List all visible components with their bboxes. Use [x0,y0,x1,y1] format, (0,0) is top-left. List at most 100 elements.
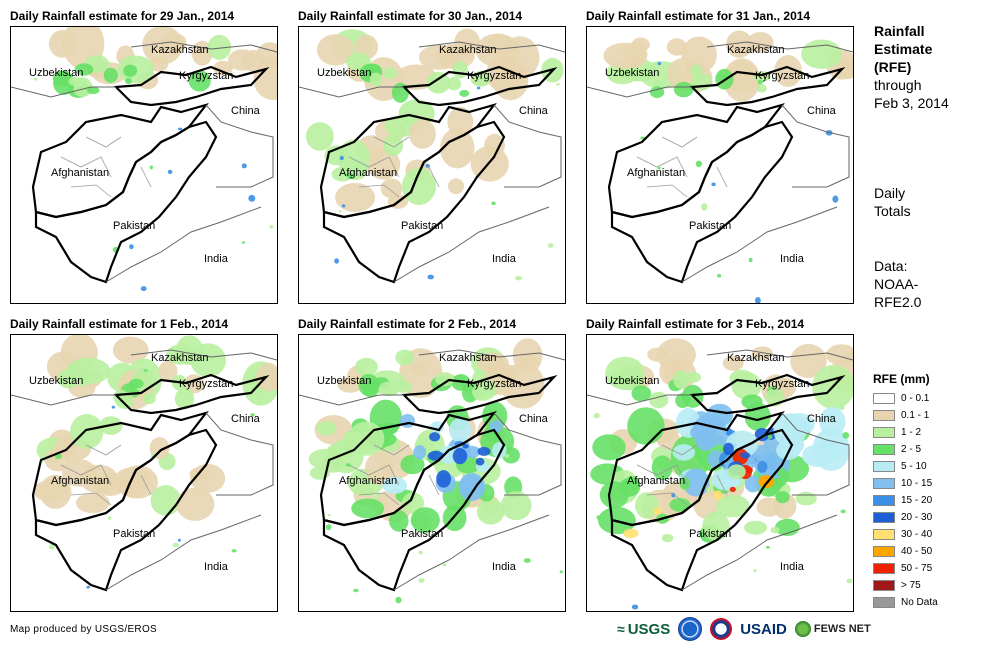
country-label-kazakhstan: Kazakhstan [439,44,497,56]
legend-swatch [873,546,895,557]
country-label-pakistan: Pakistan [113,220,156,232]
rfe-title-line-3: (RFE) [874,59,912,75]
country-label-afghanistan: Afghanistan [51,167,110,179]
legend-item: 30 - 40 [873,526,938,543]
daily-totals-note: Daily Totals [874,184,911,220]
fews-net-logo-text: FEWS NET [813,623,871,635]
usaid-logo-text: USAID [740,620,787,638]
country-label-uzbekistan: Uzbekistan [605,375,660,387]
legend-item: 0.1 - 1 [873,407,938,424]
country-label-pakistan: Pakistan [689,220,732,232]
legend-label: 0.1 - 1 [901,410,930,421]
daily-totals-line-2: Totals [874,203,911,219]
legend-item: 20 - 30 [873,509,938,526]
country-label-uzbekistan: Uzbekistan [317,67,372,79]
usgs-logo-text: USGS [627,620,671,638]
country-label-kazakhstan: Kazakhstan [439,352,497,364]
country-label-uzbekistan: Uzbekistan [317,375,372,387]
legend-swatch [873,461,895,472]
rainfall-map: Kazakhstan Uzbekistan Kyrgyzstan China Afgha… [586,334,854,612]
country-label-kyrgyzstan: Kyrgyzstan [755,70,810,82]
country-label-pakistan: Pakistan [401,528,444,540]
rfe-through-line-1: through [874,77,922,93]
noaa-logo-icon [678,617,703,641]
country-label-kyrgyzstan: Kyrgyzstan [467,378,522,390]
data-source-note: Data: NOAA- RFE2.0 [874,257,921,311]
legend-swatch [873,410,895,421]
rfe-title-line-2: Estimate [874,41,933,57]
map-panel: Daily Rainfall estimate for 3 Feb., 2014… [586,317,854,612]
legend-rows: 0 - 0.1 0.1 - 1 1 - 2 2 - 5 5 - 10 10 - 15 15 … [873,390,938,611]
legend-item: 40 - 50 [873,543,938,560]
panel-title: Daily Rainfall estimate for 30 Jan., 201… [298,9,523,23]
legend-label: 50 - 75 [901,563,933,574]
rfe-title: Rainfall Estimate (RFE) [874,22,932,76]
legend-label: 5 - 10 [901,461,927,472]
fews-net-logo: FEWS NET [794,621,871,637]
legend-label: 30 - 40 [901,529,933,540]
country-label-kazakhstan: Kazakhstan [151,44,209,56]
country-label-kyrgyzstan: Kyrgyzstan [179,70,234,82]
usaid-logo: USAID [740,621,787,638]
legend-swatch [873,580,895,591]
map-panel: Daily Rainfall estimate for 29 Jan., 201… [10,9,278,304]
globe-icon [794,621,811,637]
legend-title: RFE (mm) [873,372,930,386]
map-panel: Daily Rainfall estimate for 31 Jan., 201… [586,9,854,304]
country-label-pakistan: Pakistan [689,528,732,540]
legend-swatch [873,444,895,455]
country-label-china: China [807,413,836,425]
legend-label: 2 - 5 [901,444,922,455]
rfe-through-line-2: Feb 3, 2014 [874,95,949,111]
country-label-kyrgyzstan: Kyrgyzstan [467,70,522,82]
rfe-title-line-1: Rainfall [874,23,925,39]
rfe-through: through Feb 3, 2014 [874,76,949,112]
country-label-india: India [780,561,804,573]
legend-item: 2 - 5 [873,441,938,458]
usgs-logo: ≈ USGS [617,621,670,638]
legend-item: 50 - 75 [873,560,938,577]
legend-item: > 75 [873,577,938,594]
map-credit: Map produced by USGS/EROS [10,624,158,635]
legend-item: 0 - 0.1 [873,390,938,407]
legend-item: 15 - 20 [873,492,938,509]
legend-swatch [873,393,895,404]
usaid-seal-icon [710,618,733,640]
legend-label: 10 - 15 [901,478,933,489]
legend-swatch [873,563,895,574]
rainfall-map: Kazakhstan Uzbekistan Kyrgyzstan China Afgha… [298,334,566,612]
country-label-afghanistan: Afghanistan [339,475,398,487]
legend-label: > 75 [901,580,921,591]
country-label-pakistan: Pakistan [401,220,444,232]
country-label-china: China [807,105,836,117]
legend-label: 0 - 0.1 [901,393,930,404]
map-panel: Daily Rainfall estimate for 2 Feb., 2014… [298,317,566,612]
country-label-afghanistan: Afghanistan [51,475,110,487]
legend-item: 10 - 15 [873,475,938,492]
legend-label: 15 - 20 [901,495,933,506]
panel-title: Daily Rainfall estimate for 1 Feb., 2014 [10,317,229,331]
legend-swatch [873,512,895,523]
country-label-kyrgyzstan: Kyrgyzstan [755,378,810,390]
legend-swatch [873,597,895,608]
country-label-india: India [492,253,516,265]
data-source-line-3: RFE2.0 [874,294,922,310]
country-label-afghanistan: Afghanistan [627,475,686,487]
legend-item: No Data [873,594,938,611]
country-label-uzbekistan: Uzbekistan [29,67,84,79]
panel-title: Daily Rainfall estimate for 3 Feb., 2014 [586,317,805,331]
map-panel: Daily Rainfall estimate for 1 Feb., 2014… [10,317,278,612]
country-label-kyrgyzstan: Kyrgyzstan [179,378,234,390]
country-label-india: India [780,253,804,265]
country-label-kazakhstan: Kazakhstan [151,352,209,364]
country-label-kazakhstan: Kazakhstan [727,352,785,364]
rainfall-map: Kazakhstan Uzbekistan Kyrgyzstan China Afgha… [10,334,278,612]
country-label-pakistan: Pakistan [113,528,156,540]
legend-label: 1 - 2 [901,427,922,438]
legend-label: No Data [901,597,938,608]
rainfall-map: Kazakhstan Uzbekistan Kyrgyzstan China Afgha… [10,26,278,304]
legend-swatch [873,427,895,438]
country-label-india: India [204,561,228,573]
rfe-legend: RFE (mm) 0 - 0.1 0.1 - 1 1 - 2 2 - 5 5 - 10 1… [873,372,938,611]
country-label-uzbekistan: Uzbekistan [29,375,84,387]
